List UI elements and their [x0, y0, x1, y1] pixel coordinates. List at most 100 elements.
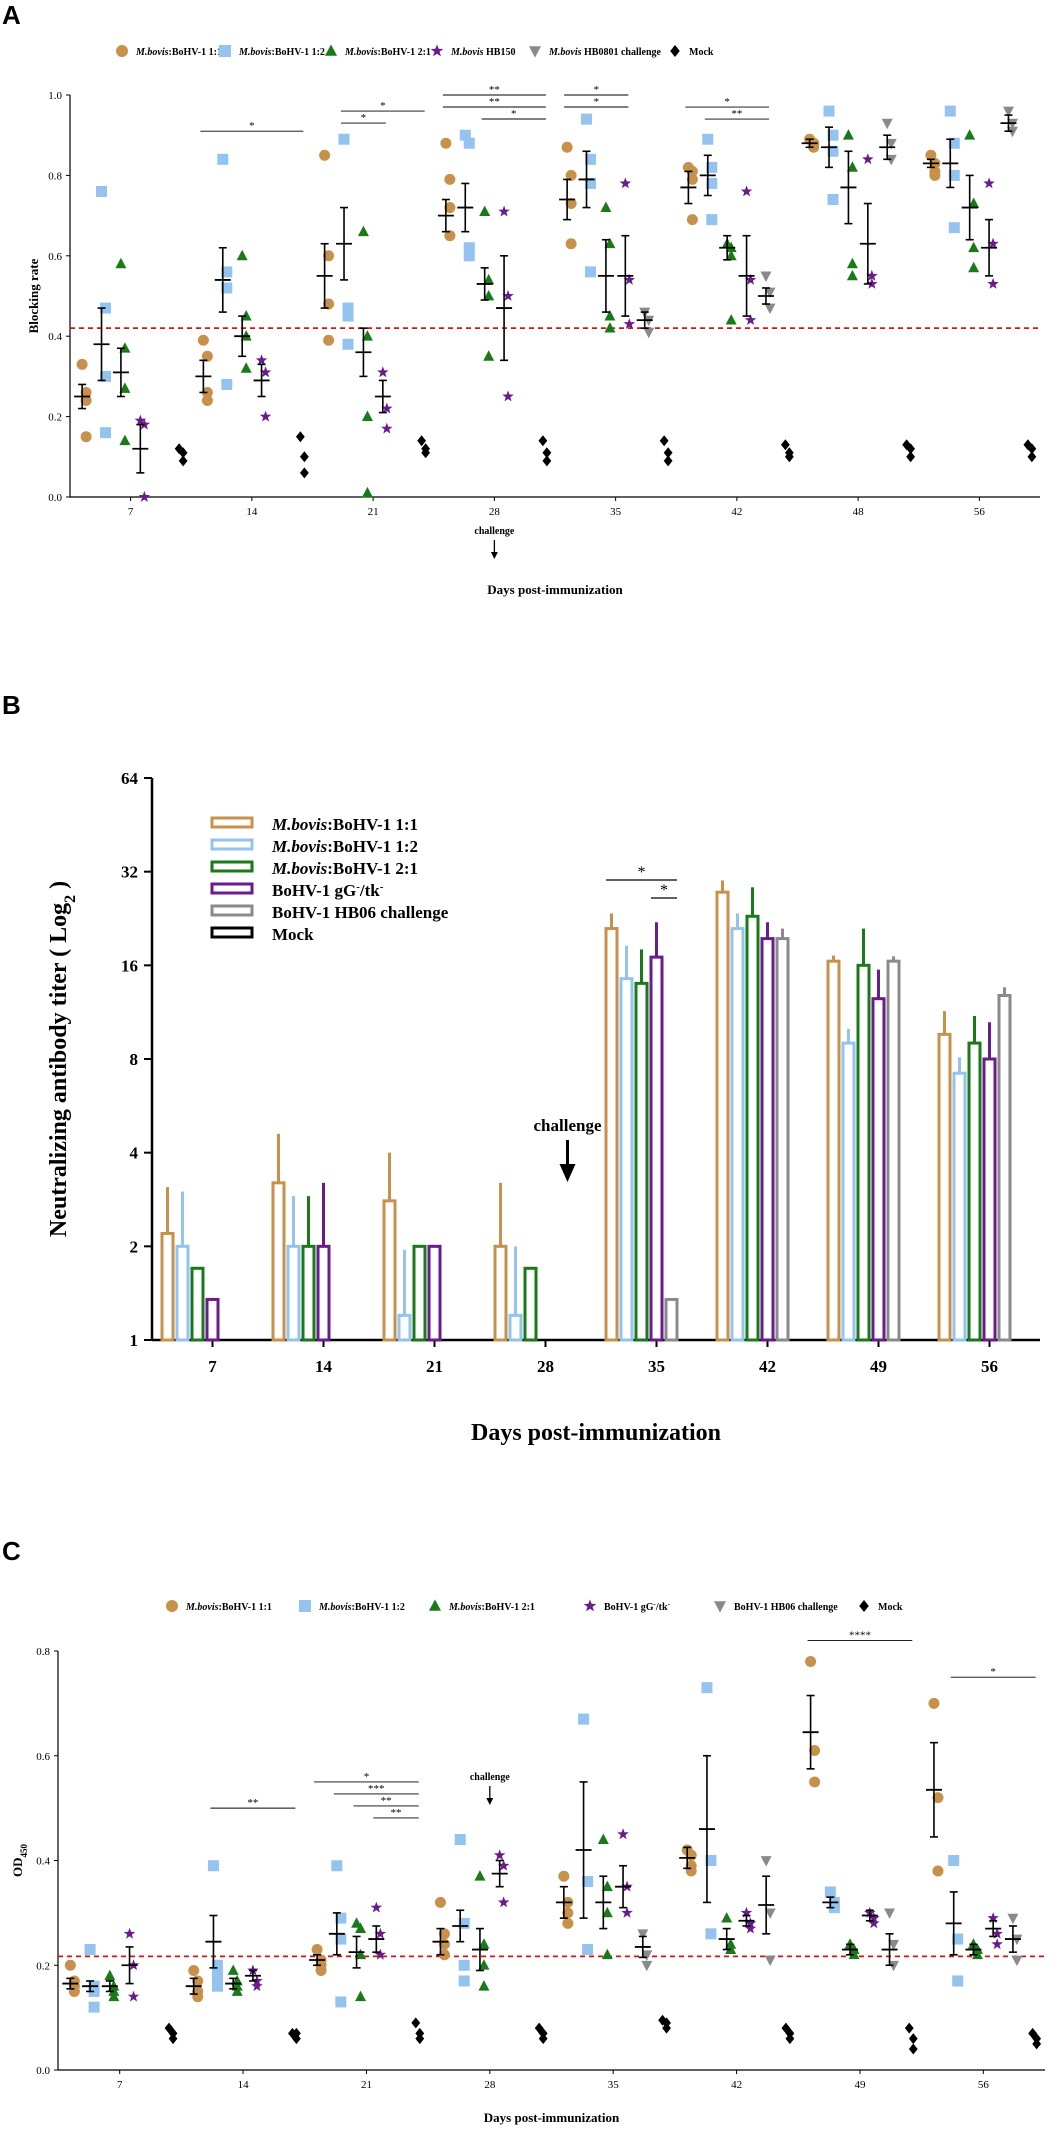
bar	[427, 1244, 442, 1342]
data-point	[478, 1959, 490, 1970]
data-point	[377, 366, 389, 378]
data-point	[311, 1944, 323, 1956]
data-point	[323, 298, 335, 310]
bar	[301, 1244, 316, 1342]
data-point	[604, 322, 616, 333]
data-point	[706, 161, 718, 173]
data-point	[299, 451, 309, 463]
data-point	[780, 439, 790, 451]
x-tick-label: 28	[537, 1357, 554, 1376]
data-point	[908, 2043, 918, 2055]
data-point	[565, 169, 577, 181]
y-axis-label-main: Blocking rate	[26, 258, 41, 333]
bar	[886, 959, 901, 1342]
legend-label-1: M.bovis:BoHV-1 1:1	[271, 815, 418, 834]
significance-stars: ****	[849, 1630, 871, 1642]
significance-stars: *	[380, 100, 386, 112]
data-point	[80, 386, 92, 398]
y-tick-label: 0.0	[36, 2065, 50, 2077]
legend-rest: :BoHV-1 1:1	[327, 815, 418, 834]
data-point	[725, 249, 737, 261]
bar	[841, 1041, 856, 1342]
legend-label-3: M.bovis:BoHV-1 2:1	[271, 859, 418, 878]
data-point	[842, 129, 854, 140]
data-point	[1006, 126, 1018, 138]
data-point	[846, 161, 858, 172]
data-point	[357, 225, 369, 237]
y-tick-label: 32	[121, 863, 138, 882]
data-point	[562, 1917, 574, 1929]
data-point	[497, 1896, 510, 1908]
data-point	[948, 137, 960, 149]
data-point	[331, 1860, 343, 1872]
y-tick-label: 0.4	[48, 331, 62, 343]
data-point	[342, 302, 354, 314]
data-point	[440, 137, 452, 149]
bar	[715, 890, 730, 1342]
data-point	[381, 402, 393, 414]
data-point	[952, 1975, 964, 1987]
legend-rest: BoHV-1 gG	[272, 881, 356, 900]
data-point	[221, 378, 233, 390]
significance-stars: *	[638, 864, 646, 881]
data-point	[991, 1927, 1003, 1939]
data-point	[725, 1943, 737, 1954]
data-point	[370, 1901, 383, 1913]
data-point	[251, 1980, 263, 1992]
significance-stars: *	[724, 96, 730, 108]
x-tick-label: 49	[870, 1357, 887, 1376]
y-tick-label: 0.8	[36, 1646, 50, 1658]
y-axis-label: OD450	[10, 1844, 29, 1878]
bar	[523, 1266, 538, 1342]
data-point	[604, 310, 616, 321]
x-tick-label: 28	[489, 506, 501, 518]
data-point	[785, 2033, 795, 2045]
x-tick-label: 7	[117, 2079, 123, 2091]
x-tick-label: 42	[759, 1357, 776, 1376]
data-point	[932, 1865, 944, 1877]
legend-marker-3	[325, 44, 337, 56]
y-tick-label: 16	[121, 956, 138, 975]
data-point	[64, 1959, 76, 1971]
data-point	[335, 1996, 347, 2008]
data-point	[188, 1964, 200, 1976]
data-point	[585, 153, 597, 165]
data-point	[295, 431, 305, 443]
data-point	[706, 214, 718, 226]
y-axis-label: Neutralizing antibody titer ( Log2 )	[46, 881, 79, 1237]
data-point	[1027, 451, 1037, 463]
x-tick-label: 35	[648, 1357, 665, 1376]
legend-italic: M.bovis	[344, 47, 378, 58]
data-point	[100, 370, 112, 382]
data-point	[108, 1990, 120, 2002]
x-tick-label: 7	[208, 1357, 217, 1376]
bar	[382, 1199, 397, 1342]
data-point	[964, 129, 976, 140]
data-point	[581, 113, 593, 125]
data-point	[221, 266, 233, 278]
data-point	[582, 1944, 594, 1956]
data-point	[1002, 106, 1014, 118]
significance-stars: *	[364, 1771, 370, 1783]
legend-label-6: Mock	[272, 925, 314, 944]
data-point	[881, 118, 893, 130]
data-point	[952, 1933, 964, 1945]
y-tick-label: 0.6	[48, 251, 62, 263]
x-tick-label: 49	[854, 2079, 866, 2091]
bar	[205, 1297, 220, 1342]
bar	[826, 959, 841, 1342]
data-point	[374, 1927, 387, 1939]
legend-label-3: M.bovis:BoHV-1 2:1	[448, 1602, 535, 1613]
bar	[175, 1244, 190, 1342]
data-point	[201, 350, 213, 362]
data-point	[948, 222, 960, 234]
legend-label-1: M.bovis:BoHV-1 1:1	[185, 1602, 272, 1613]
bar	[190, 1266, 205, 1342]
y-tick-label: 1.0	[48, 90, 62, 102]
y-tick-label: 64	[121, 769, 139, 788]
data-point	[80, 395, 92, 407]
data-point	[123, 1927, 136, 1939]
y-axis-label-sub: 2	[62, 895, 79, 903]
data-point	[764, 1955, 776, 1967]
data-point	[701, 1682, 713, 1694]
